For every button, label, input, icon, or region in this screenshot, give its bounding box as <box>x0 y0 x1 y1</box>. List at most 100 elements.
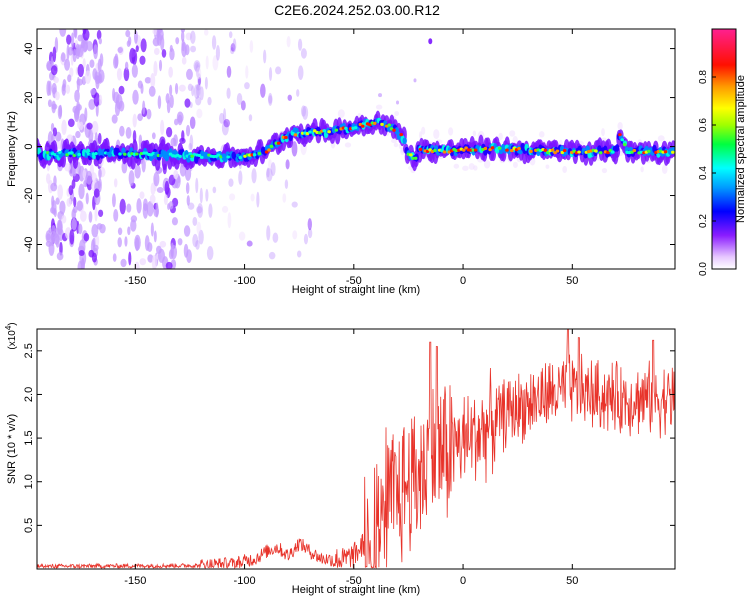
heatmap-cell <box>123 152 127 156</box>
snr-frame <box>36 328 676 570</box>
heatmap-cell <box>50 65 58 76</box>
heatmap-cell <box>134 234 141 251</box>
heatmap-cell <box>378 93 383 98</box>
heatmap-cell <box>380 122 384 126</box>
spectrogram-x-axis-label: Height of straight line (km) <box>292 284 420 296</box>
heatmap-cell <box>206 246 214 261</box>
heatmap-cell <box>155 202 159 218</box>
heatmap-cell <box>135 152 139 156</box>
heatmap-cell <box>196 221 202 235</box>
heatmap-cell <box>226 155 230 159</box>
heatmap-cell <box>58 104 63 118</box>
spectrogram-x-tick-label: -150 <box>124 275 146 287</box>
heatmap-cell <box>94 151 98 156</box>
heatmap-cell <box>498 132 503 141</box>
heatmap-cell <box>153 171 160 187</box>
heatmap-cell <box>146 108 152 120</box>
heatmap-cell <box>77 223 83 235</box>
heatmap-cell <box>89 59 95 68</box>
heatmap-cell <box>509 148 514 153</box>
heatmap-cell <box>73 196 77 208</box>
heatmap-cell <box>78 183 85 200</box>
snr-y-tick-label: 1.5 <box>23 430 35 445</box>
heatmap-cell <box>197 77 202 86</box>
heatmap-cell <box>198 229 204 245</box>
heatmap-cell <box>238 231 246 241</box>
heatmap-cell <box>191 85 195 97</box>
heatmap-cell <box>391 138 398 144</box>
heatmap-cell <box>113 208 119 222</box>
heatmap-cell <box>53 208 57 218</box>
heatmap-cell <box>128 170 135 186</box>
heatmap-cell <box>240 100 246 111</box>
heatmap-cell <box>226 87 231 99</box>
heatmap-cell <box>337 109 345 119</box>
heatmap-cell <box>256 191 260 208</box>
heatmap-cell <box>249 40 254 53</box>
heatmap-cell <box>303 233 309 245</box>
heatmap-cell <box>358 122 363 127</box>
heatmap-cell <box>178 84 186 92</box>
heatmap-cell <box>175 37 180 45</box>
heatmap-cell <box>196 108 203 119</box>
heatmap-cell <box>151 132 156 140</box>
heatmap-cell <box>287 94 292 101</box>
snr-x-tick-label: 0 <box>460 575 466 587</box>
heatmap-cell <box>92 68 98 80</box>
heatmap-cell <box>285 159 290 170</box>
heatmap-cell <box>142 100 146 115</box>
snr-x-tick-label: -50 <box>346 575 362 587</box>
heatmap-cell <box>640 166 644 173</box>
heatmap-cell <box>413 156 418 160</box>
heatmap-cell <box>48 80 52 96</box>
heatmap-cell <box>118 152 122 156</box>
heatmap-cell <box>173 134 178 147</box>
heatmap-cell <box>196 83 201 98</box>
colorbar-label: Normalized spectral amplitude <box>735 75 747 223</box>
heatmap-cell <box>204 155 209 159</box>
heatmap-cell <box>93 188 100 198</box>
heatmap-cell <box>221 205 229 213</box>
heatmap-cell <box>620 138 625 142</box>
heatmap-cell <box>60 52 66 63</box>
heatmap-cell <box>112 193 116 208</box>
heatmap-cell <box>617 121 623 130</box>
colorbar-tick-label: 0.0 <box>698 262 709 276</box>
heatmap-cell <box>538 131 545 138</box>
heatmap-cell <box>55 197 60 205</box>
heatmap-cell <box>268 159 272 169</box>
heatmap-cell <box>223 118 231 128</box>
heatmap-cell <box>139 258 147 266</box>
heatmap-cell <box>186 249 192 264</box>
heatmap-cell <box>181 56 187 65</box>
heatmap-cell <box>555 149 560 153</box>
snr-y-tick-label: 2.5 <box>23 343 35 358</box>
heatmap-cell <box>159 240 167 248</box>
heatmap-cell <box>99 223 106 234</box>
colorbar-tick-label: 0.2 <box>698 214 709 228</box>
heatmap-cell <box>99 152 103 156</box>
heatmap-cell <box>428 38 433 45</box>
heatmap-cell <box>86 122 93 130</box>
heatmap-cell <box>126 40 131 47</box>
heatmap-cell <box>51 100 56 114</box>
spectrogram-panel: -150 -100 -50 0 50 -40 -20 0 20 40 Height of stra… <box>6 28 676 296</box>
heatmap-cell <box>246 240 253 247</box>
heatmap-cell <box>157 248 165 263</box>
heatmap-cell <box>472 130 477 137</box>
heatmap-cell <box>462 165 469 171</box>
heatmap-cell <box>269 144 274 148</box>
heatmap-cell <box>72 205 78 214</box>
heatmap-cell <box>84 70 91 84</box>
heatmap-cell <box>86 41 93 52</box>
heatmap-cell <box>227 212 232 229</box>
heatmap-cell <box>263 49 267 64</box>
heatmap-cell <box>226 65 232 78</box>
heatmap-cell <box>282 193 287 203</box>
heatmap-cell <box>59 200 66 215</box>
heatmap-cell <box>83 233 90 242</box>
heatmap-cell <box>80 210 87 222</box>
heatmap-cell <box>47 131 54 146</box>
heatmap-cell <box>131 64 138 78</box>
heatmap-cell <box>58 150 62 155</box>
